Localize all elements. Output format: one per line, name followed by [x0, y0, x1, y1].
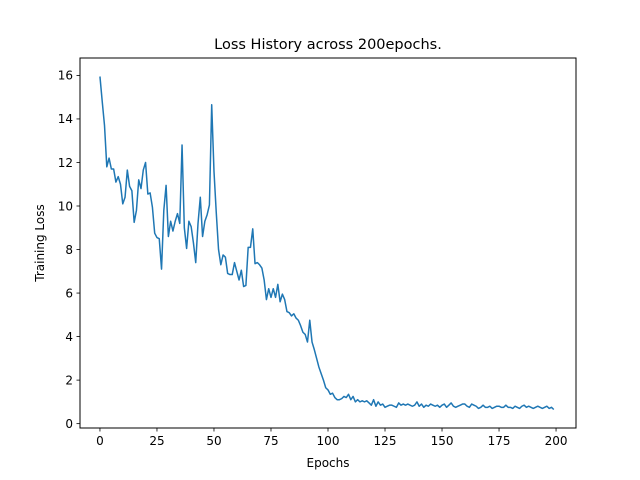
- x-tick-label: 75: [263, 434, 278, 448]
- y-tick-label: 6: [65, 286, 73, 300]
- y-tick-label: 8: [65, 243, 73, 257]
- x-tick-label: 125: [374, 434, 397, 448]
- y-axis-label: Training Loss: [33, 204, 47, 282]
- y-tick-label: 14: [58, 112, 73, 126]
- x-tick-label: 200: [545, 434, 568, 448]
- y-tick-label: 10: [58, 199, 73, 213]
- x-tick-label: 50: [206, 434, 221, 448]
- axes-frame: [79, 57, 577, 429]
- y-tick-label: 16: [58, 69, 73, 83]
- x-tick-label: 150: [431, 434, 454, 448]
- x-tick-label: 100: [317, 434, 340, 448]
- y-tick-label: 2: [65, 373, 73, 387]
- plot-area: [99, 76, 555, 411]
- x-axis: 0 25 50 75 100 125 150 175 200: [96, 428, 567, 448]
- y-tick-label: 4: [65, 330, 73, 344]
- loss-series-line: [99, 76, 555, 411]
- chart-title: Loss History across 200epochs.: [214, 37, 442, 53]
- y-tick-label: 12: [58, 156, 73, 170]
- y-tick-label: 0: [65, 417, 73, 431]
- x-axis-label: Epochs: [307, 456, 350, 470]
- x-tick-label: 0: [96, 434, 104, 448]
- x-tick-label: 25: [149, 434, 164, 448]
- x-tick-label: 175: [488, 434, 511, 448]
- y-axis: 0 2 4 6 8 10 12 14 16: [58, 69, 80, 431]
